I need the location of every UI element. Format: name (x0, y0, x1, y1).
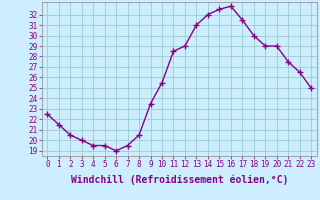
X-axis label: Windchill (Refroidissement éolien,°C): Windchill (Refroidissement éolien,°C) (70, 175, 288, 185)
